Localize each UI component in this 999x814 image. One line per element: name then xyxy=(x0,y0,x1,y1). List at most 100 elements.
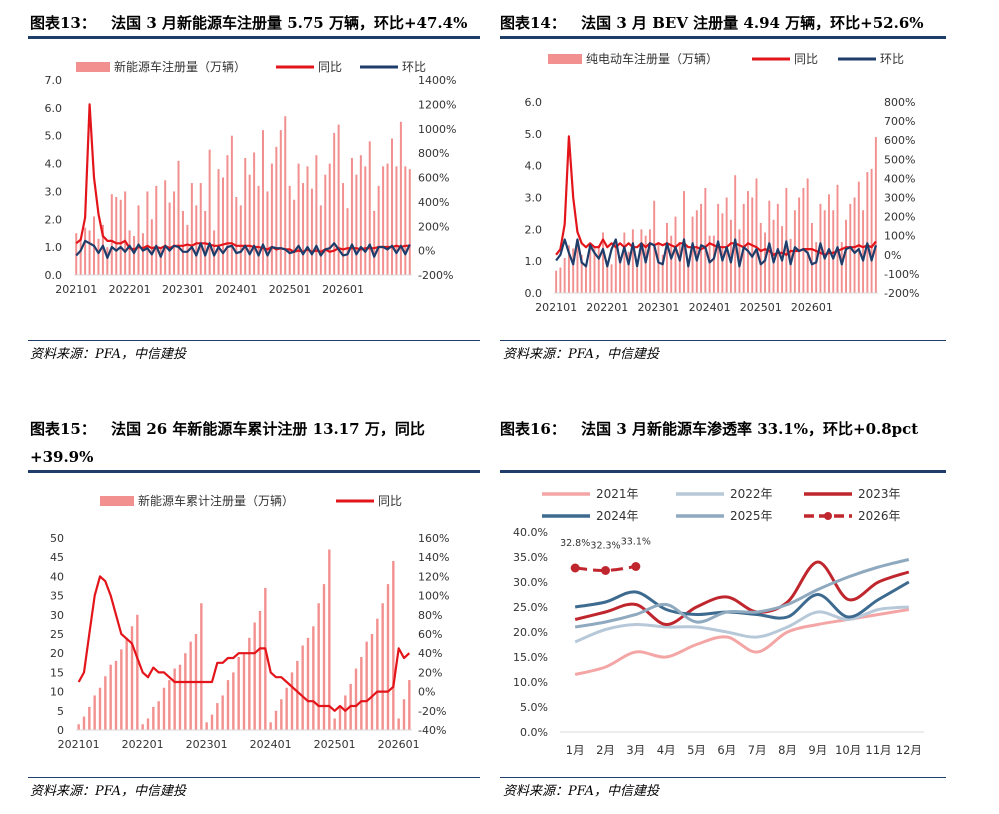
bar xyxy=(717,203,720,293)
bar xyxy=(832,210,835,293)
legend-marker xyxy=(824,512,832,520)
bar xyxy=(602,232,604,293)
bar xyxy=(130,626,134,730)
y-left-tick: 30 xyxy=(50,609,64,622)
y-right-tick: 120% xyxy=(418,570,449,583)
bar xyxy=(104,676,107,730)
series-2026-marker xyxy=(631,562,641,571)
legend-bar-label: 新能源车注册量（万辆） xyxy=(114,59,246,74)
figure-title: 法国 3 月 BEV 注册量 4.94 万辆，环比+52.6% xyxy=(581,14,924,32)
bar xyxy=(270,163,273,275)
y-right-tick: 700% xyxy=(884,115,915,128)
x-tick: 202401 xyxy=(215,283,257,296)
bar xyxy=(392,561,395,730)
legend-bar-swatch xyxy=(76,62,110,72)
bar xyxy=(576,242,579,293)
bar xyxy=(559,267,562,293)
bar xyxy=(244,158,247,275)
y-left-tick: 3.0 xyxy=(45,185,63,198)
bar xyxy=(365,641,368,730)
bar xyxy=(802,187,805,293)
bar xyxy=(226,155,229,275)
bar xyxy=(572,248,575,293)
y-tick: 10.0% xyxy=(513,676,548,689)
bar xyxy=(119,199,122,275)
bar xyxy=(136,614,139,730)
bar xyxy=(210,714,214,730)
bar xyxy=(640,229,643,293)
y-left-tick: 35 xyxy=(50,590,64,603)
y-tick: 40.0% xyxy=(513,526,548,539)
bar xyxy=(319,205,322,275)
x-tick: 9月 xyxy=(808,743,827,757)
bar xyxy=(350,158,353,275)
bar xyxy=(288,185,291,275)
bar xyxy=(279,130,282,275)
bar xyxy=(376,618,379,730)
chart16-title: 图表16： 法国 3 月新能源车渗透率 33.1%，环比+0.8pct xyxy=(500,418,918,439)
bar xyxy=(79,238,82,275)
figure-label: 图表13： xyxy=(30,14,96,32)
bar xyxy=(133,236,136,275)
bar xyxy=(205,722,208,730)
chart16: 2021年 2022年 2023年 2024年 2025年 2026年 0.0% 5.0% 10… xyxy=(513,487,924,757)
series-line xyxy=(574,560,910,627)
bar xyxy=(184,653,187,730)
bar xyxy=(333,718,336,730)
series-yoy-line xyxy=(77,575,411,712)
series-line xyxy=(574,558,910,629)
bar xyxy=(310,188,313,275)
bar xyxy=(141,724,144,730)
x-tick: 4月 xyxy=(657,743,676,757)
bar xyxy=(874,137,877,293)
chart15-title: 图表15： 法国 26 年新能源车累计注册 13.17 万，同比 xyxy=(30,418,425,439)
bar xyxy=(691,216,694,293)
bar xyxy=(402,699,406,730)
bar xyxy=(764,232,766,293)
bar xyxy=(666,222,668,293)
bar xyxy=(836,184,839,293)
bar xyxy=(101,224,104,275)
bar xyxy=(580,254,583,293)
bar xyxy=(810,222,813,293)
bar xyxy=(627,251,630,293)
bar xyxy=(670,235,673,293)
y-right-tick: 100% xyxy=(884,230,915,243)
bar xyxy=(173,191,176,275)
bar xyxy=(399,121,402,276)
chart14-title: 图表14： 法国 3 月 BEV 注册量 4.94 万辆，环比+52.6% xyxy=(500,12,924,33)
bar xyxy=(631,229,634,293)
bar xyxy=(337,124,340,275)
bar xyxy=(157,701,160,730)
y-left-tick: 2.0 xyxy=(45,213,63,226)
y-right-tick: 0% xyxy=(884,249,901,262)
y-right-tick: 1200% xyxy=(418,98,456,111)
bar xyxy=(257,185,260,275)
bar xyxy=(248,174,251,275)
bar xyxy=(377,185,380,275)
x-tick: 202201 xyxy=(122,738,164,751)
bar xyxy=(614,238,617,293)
bar xyxy=(98,687,102,730)
y-tick: 25.0% xyxy=(513,601,548,614)
title-rule xyxy=(28,470,480,473)
y-right-tick: 1000% xyxy=(418,123,456,136)
bar xyxy=(324,174,327,275)
bar xyxy=(687,261,690,293)
bar xyxy=(199,183,202,275)
bar xyxy=(93,695,96,730)
bar xyxy=(274,710,278,730)
bar xyxy=(106,247,109,275)
bar xyxy=(230,135,233,275)
bar xyxy=(725,197,728,293)
series-yoy-line xyxy=(555,135,877,256)
bar xyxy=(674,216,677,293)
y-left-tick: 25 xyxy=(50,628,64,641)
bar xyxy=(232,672,235,730)
series-yoy-line xyxy=(75,103,410,253)
legend-bar-label: 新能源车累计注册量（万辆） xyxy=(138,493,294,508)
bar xyxy=(342,183,345,275)
bar xyxy=(109,664,112,730)
source-rule xyxy=(500,340,946,341)
y-right-tick: 600% xyxy=(884,134,915,147)
